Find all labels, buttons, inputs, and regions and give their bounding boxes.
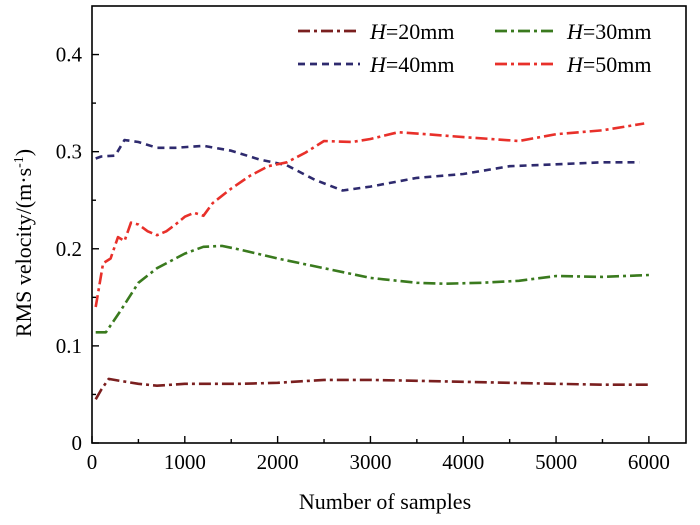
series-line-h40mm — [95, 138, 640, 192]
y-axis-title-close: ) — [11, 149, 36, 156]
y-axis-title-superscript: -1 — [12, 156, 27, 168]
y-tick-label: 0 — [72, 431, 83, 455]
y-tick-label: 0.4 — [56, 43, 83, 67]
y-tick-label: 0.3 — [56, 140, 82, 164]
legend-label-h30mm: H=30mm — [566, 19, 652, 44]
y-tick-label: 0.1 — [56, 334, 82, 358]
legend-value: =40mm — [386, 52, 455, 77]
y-axis-title-main: RMS velocity/(m·s — [11, 168, 36, 337]
x-tick-label: 6000 — [628, 450, 670, 474]
legend-variable: H — [369, 52, 387, 77]
legend-value: =30mm — [583, 19, 652, 44]
series-line-h30mm — [95, 244, 649, 334]
legend-label-h20mm: H=20mm — [369, 19, 455, 44]
x-axis-ticks: 0 1000 2000 3000 4000 5000 6000 — [87, 436, 670, 474]
series-line-h20mm — [94, 377, 649, 400]
x-tick-label: 0 — [87, 450, 98, 474]
legend-label-h50mm: H=50mm — [566, 52, 652, 77]
x-tick-label: 2000 — [257, 450, 299, 474]
y-axis-title: RMS velocity/(m·s-1) — [11, 149, 36, 337]
x-axis-title: Number of samples — [299, 489, 471, 514]
plot-frame — [91, 5, 687, 444]
plot-lines — [94, 122, 649, 400]
x-tick-label: 1000 — [164, 450, 206, 474]
x-tick-label: 4000 — [442, 450, 484, 474]
legend-value: =50mm — [583, 52, 652, 77]
legend-variable: H — [566, 52, 584, 77]
y-axis-ticks: 0 0.1 0.2 0.3 0.4 — [56, 43, 99, 455]
series-line-h50mm — [94, 122, 645, 308]
legend-label-h40mm: H=40mm — [369, 52, 455, 77]
x-tick-label: 5000 — [535, 450, 577, 474]
legend-variable: H — [566, 19, 584, 44]
y-tick-label: 0.2 — [56, 237, 82, 261]
legend-value: =20mm — [386, 19, 455, 44]
x-tick-label: 3000 — [349, 450, 391, 474]
legend-variable: H — [369, 19, 387, 44]
